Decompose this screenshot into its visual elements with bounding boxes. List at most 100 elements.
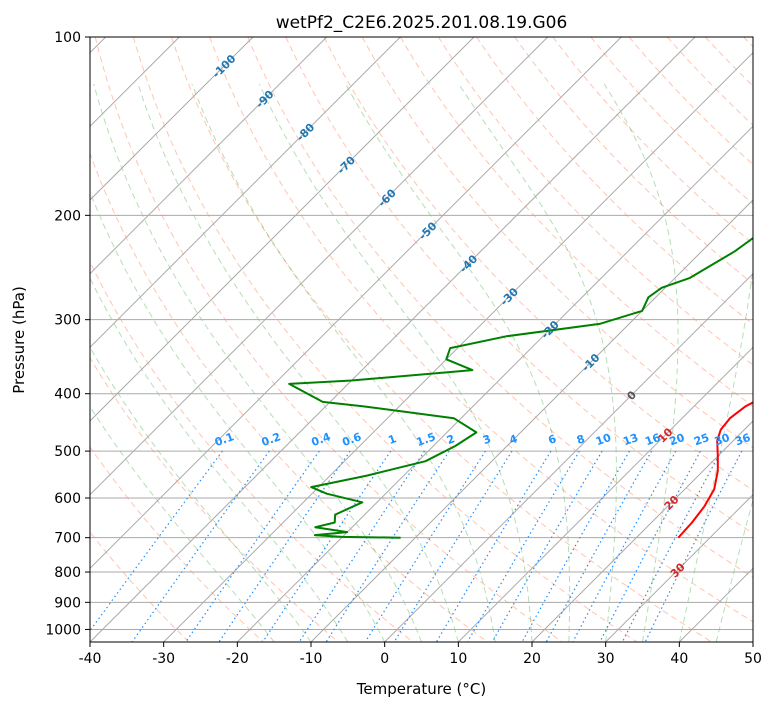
- dry-adiabat-line: [90, 260, 414, 642]
- dry-adiabat-line: [590, 37, 753, 205]
- isotherm-line: [90, 37, 254, 201]
- y-tick-label: 500: [54, 444, 81, 460]
- moist-adiabat-line: [603, 83, 679, 642]
- plot-frame: [89, 36, 754, 643]
- dry-adiabat-line: [247, 37, 753, 578]
- mixing-ratio-label: 10: [594, 431, 613, 449]
- isotherm-line: [90, 37, 549, 496]
- isotherm-line: [384, 272, 753, 642]
- mixing-ratio-label: 8: [575, 432, 587, 447]
- x-tick-label: -40: [79, 651, 102, 667]
- mixing-ratio-label: 13: [621, 431, 640, 448]
- mixing-ratio-line: [185, 450, 320, 642]
- y-axis-label: Pressure (hPa): [10, 286, 28, 394]
- mixing-ratio-label: 1.5: [415, 430, 438, 449]
- moist-adiabat-line: [90, 277, 349, 642]
- mixing-ratio-label: 0.6: [340, 430, 363, 449]
- mixing-ratio-label: 6: [546, 432, 558, 447]
- sounding-profiles: [288, 236, 753, 539]
- x-tick-label: -10: [300, 651, 323, 667]
- mixing-ratio-line: [393, 450, 513, 642]
- axes: -40 -30 -20 -10 0 10 20 30 40 5010020030040050060…: [45, 30, 762, 667]
- isotherms: [90, 37, 753, 642]
- x-tick-label: 0: [380, 651, 389, 667]
- mixing-ratio-line: [599, 450, 702, 642]
- y-tick-label: 700: [54, 531, 81, 547]
- mixing-ratio-line: [131, 450, 270, 642]
- x-tick-label: -30: [152, 651, 175, 667]
- mixing-ratio-label: 16: [643, 431, 662, 449]
- y-tick-label: 900: [54, 595, 81, 611]
- mixing-ratio-line: [325, 450, 450, 642]
- moist-adiabat-line: [93, 83, 422, 642]
- dry-adiabat-line: [90, 446, 264, 642]
- y-tick-label: 400: [54, 387, 81, 403]
- isotherm-line: [531, 420, 753, 642]
- moist-adiabat-line: [458, 83, 617, 642]
- mixing-ratio-line: [435, 450, 552, 642]
- mixing-ratio-label: 25: [692, 431, 711, 448]
- x-tick-label: -20: [226, 651, 249, 667]
- dry-adiabat-line: [94, 37, 563, 642]
- mixing-ratio-label: 0.4: [310, 430, 333, 449]
- y-tick-label: 1000: [45, 622, 81, 638]
- moist-adiabat-line: [258, 83, 533, 642]
- x-tick-label: 30: [597, 651, 615, 667]
- mixing-ratio-line: [298, 450, 425, 642]
- isotherm-line: [236, 125, 753, 642]
- chart-title: wetPf2_C2E6.2025.201.08.19.G06: [276, 13, 568, 33]
- isotherm-line: [90, 37, 696, 642]
- isotherm-line: [310, 199, 753, 642]
- moist-adiabat-line: [137, 83, 459, 642]
- mixing-ratio-label: 2: [445, 432, 457, 447]
- y-tick-label: 800: [54, 565, 81, 581]
- x-tick-label: 10: [449, 651, 467, 667]
- mixing-ratio-lines: [90, 450, 743, 642]
- mixing-ratio-line: [545, 450, 653, 642]
- dewpoint-profile-line: [288, 236, 753, 539]
- mixing-ratio-line: [364, 450, 486, 642]
- dry-adiabat-line: [552, 37, 753, 245]
- isotherm-line: [90, 37, 328, 275]
- isotherm-line: [163, 51, 753, 642]
- moist-adiabat-line: [90, 346, 312, 642]
- mixing-ratio-line: [521, 450, 631, 642]
- dry-adiabat-line: [323, 37, 753, 491]
- mixing-ratio-line: [621, 450, 722, 642]
- pressure-gridlines: [90, 37, 753, 630]
- mixing-ratio-line: [572, 450, 677, 642]
- moist-adiabats: [90, 83, 753, 642]
- isotherm-line: [457, 346, 753, 642]
- mixing-ratio-label: 0.1: [213, 430, 236, 449]
- mixing-ratio-line: [491, 450, 603, 642]
- mixing-ratio-label: 0.2: [260, 430, 283, 449]
- dry-adiabat-line: [132, 37, 638, 642]
- dry-adiabat-line: [437, 37, 753, 366]
- y-tick-label: 300: [54, 313, 81, 329]
- temperature-profile-line: [677, 401, 753, 539]
- moist-adiabat-line: [715, 498, 753, 642]
- moist-adiabat-line: [191, 83, 496, 642]
- x-tick-label: 20: [523, 651, 541, 667]
- x-tick-label: 50: [744, 651, 762, 667]
- isotherm-line: [90, 37, 401, 349]
- moist-adiabat-line: [678, 83, 753, 642]
- moist-adiabat-line: [345, 83, 571, 642]
- y-tick-label: 200: [54, 208, 81, 224]
- mixing-ratio-label: 1: [387, 432, 399, 447]
- isotherm-line: [90, 37, 622, 570]
- y-tick-label: 600: [54, 491, 81, 507]
- mixing-ratio-label: 20: [668, 431, 687, 449]
- mixing-ratio-label: 36: [733, 431, 752, 449]
- dry-adiabats: [90, 37, 753, 642]
- mixing-ratio-label: 3: [481, 432, 493, 447]
- moist-adiabat-line: [90, 405, 275, 642]
- y-tick-label: 100: [54, 30, 81, 46]
- dry-adiabat-line: [209, 37, 753, 623]
- mixing-ratio-label: 4: [508, 432, 520, 447]
- x-axis-label: Temperature (°C): [356, 680, 486, 698]
- dry-adiabat-line: [90, 356, 339, 642]
- dry-adiabat-line: [285, 37, 753, 535]
- dry-adiabat-line: [171, 37, 712, 642]
